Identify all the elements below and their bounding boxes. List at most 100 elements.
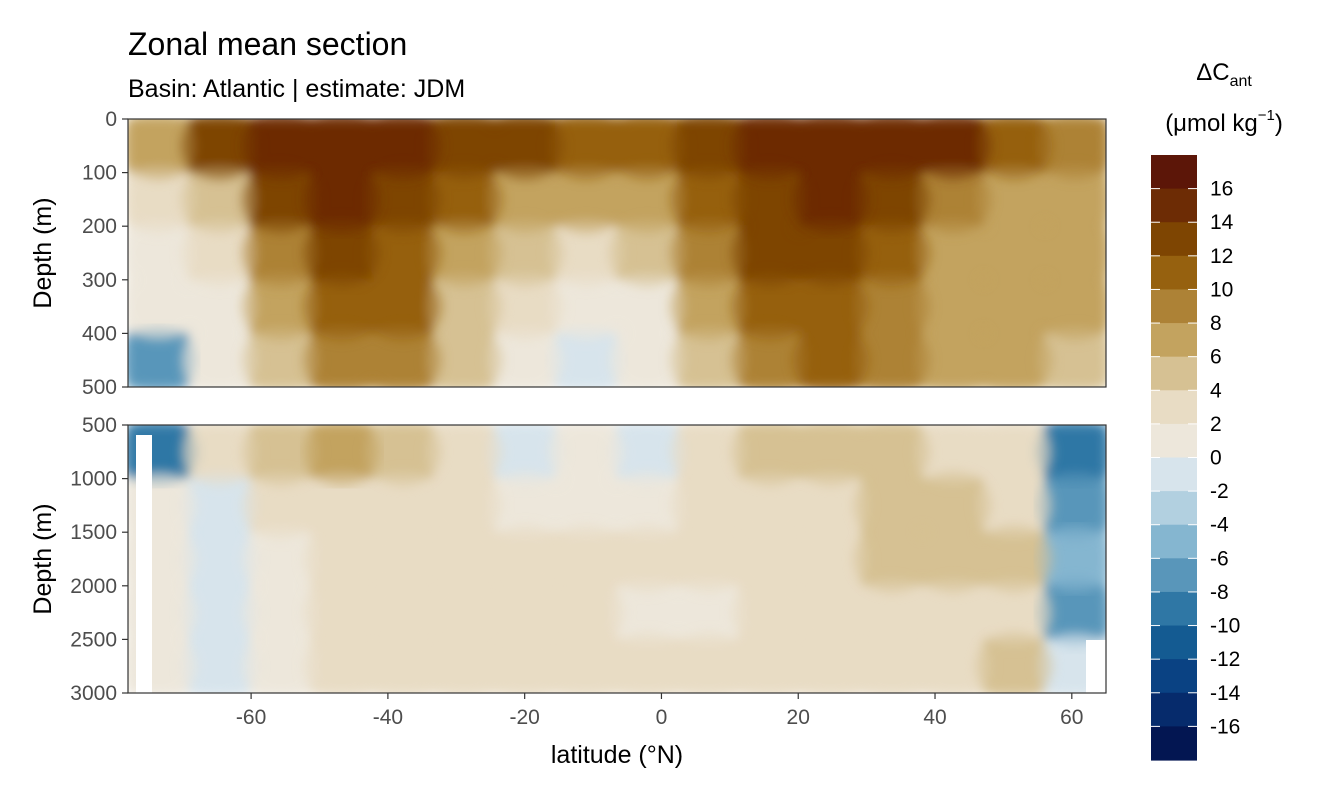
lower-field-blob [976, 579, 1053, 646]
lower-field-blob [609, 579, 686, 646]
x-axis: -60 -40 -20 0 20 40 60 [236, 693, 1083, 729]
lower-field-blob [793, 633, 869, 693]
upper-field-blob [487, 273, 564, 340]
upper-field-blob [976, 166, 1053, 233]
chart-title: Zonal mean section [128, 26, 407, 62]
upper-field-blob [304, 166, 380, 233]
legend-tick-label: 6 [1210, 346, 1222, 369]
legend-tick-label: 2 [1210, 413, 1222, 436]
lower-field-blob [548, 633, 625, 693]
upper-field-band [128, 327, 197, 387]
lower-field-blob [731, 472, 808, 539]
upper-field-blob [915, 166, 992, 233]
upper-field-blob [854, 327, 930, 387]
legend-swatch [1151, 323, 1197, 358]
lower-field-blob [304, 425, 380, 485]
upper-field-blob [731, 219, 808, 287]
lower-field-blob [242, 472, 319, 539]
legend-unit: (μmol kg−1) [1165, 107, 1283, 137]
lower-field-blob [731, 633, 808, 693]
upper-field-blob [609, 219, 686, 287]
lower-field-blob [609, 472, 686, 539]
lower-field-blob [609, 525, 686, 593]
y-tick-label: 0 [105, 108, 117, 131]
upper-field-blob [915, 219, 992, 287]
lower-field-blob [609, 425, 686, 485]
lower-field-blob [854, 579, 930, 646]
upper-field-blob [426, 119, 503, 179]
lower-field-blob [548, 472, 625, 539]
lower-field-blob [793, 525, 869, 593]
upper-field-blob [976, 219, 1053, 287]
upper-field-blob [128, 219, 197, 287]
legend-tick-label: -6 [1210, 547, 1229, 570]
lower-field-band [1037, 472, 1106, 646]
legend-unit-sup: −1 [1258, 107, 1275, 124]
upper-field-blob [915, 327, 992, 387]
upper-field-blob [548, 327, 625, 387]
upper-field-blob [128, 273, 197, 340]
legend-swatch [1151, 356, 1197, 391]
missing-data-region [136, 435, 152, 693]
lower-field-blob [976, 425, 1053, 485]
upper-field-band [304, 119, 1053, 387]
upper-field-blob [304, 327, 380, 387]
upper-field-blob [548, 219, 625, 287]
lower-field-blob [181, 525, 258, 593]
upper-field-blob [1037, 119, 1106, 179]
lower-field-band [128, 425, 747, 693]
lower-field-blob [670, 425, 747, 485]
lower-field-blob [304, 579, 380, 646]
upper-field-blob [426, 219, 503, 287]
upper-field-blob [793, 166, 869, 233]
lower-field-blob [487, 633, 564, 693]
upper-field-blob [487, 219, 564, 287]
legend-tick-label: -16 [1210, 715, 1240, 738]
legend-swatch [1151, 692, 1197, 727]
upper-field-blob [731, 273, 808, 340]
legend-title-sub: ant [1230, 73, 1253, 90]
lower-field-blob [1037, 425, 1106, 485]
lower-field-blob [976, 525, 1053, 593]
lower-field-blob [1037, 472, 1106, 539]
y-tick-label: 1500 [70, 521, 117, 544]
upper-field-band [242, 119, 1106, 387]
upper-field-blob [242, 273, 319, 340]
lower-field-blob [242, 425, 319, 485]
lower-field-blob [426, 633, 503, 693]
lower-field-blob [548, 579, 625, 646]
upper-field-blob [128, 119, 197, 179]
upper-field-blob [181, 166, 258, 233]
legend-tick-label: -14 [1210, 682, 1241, 705]
upper-field-blob [1037, 166, 1106, 233]
lower-field-blob [487, 525, 564, 593]
upper-field-blob [181, 119, 258, 179]
upper-field-blob [1037, 273, 1106, 340]
upper-field-blob [915, 119, 992, 179]
legend-colorbar [1151, 155, 1197, 761]
lower-field-blob [487, 579, 564, 646]
x-tick-label: 40 [923, 706, 946, 729]
legend-swatch [1151, 659, 1197, 694]
upper-field-blob [1037, 219, 1106, 287]
legend-unit-suffix: ) [1275, 110, 1283, 137]
legend-tick-label: 16 [1210, 178, 1233, 201]
legend-tick-label: -4 [1210, 514, 1229, 537]
legend-tick-label: 10 [1210, 278, 1233, 301]
upper-field-blob [487, 327, 564, 387]
upper-field-blob [548, 119, 625, 179]
legend-tick-label: 12 [1210, 245, 1233, 268]
upper-field-band [128, 219, 686, 387]
lower-field-blob [609, 633, 686, 693]
lower-field-blob [548, 525, 625, 593]
lower-field-band [181, 425, 1106, 693]
y-tick-label: 200 [82, 215, 117, 238]
upper-panel-y-axis: 0 100 200 300 400 500 [82, 108, 128, 399]
lower-field-blob [426, 472, 503, 539]
lower-field-blob [181, 579, 258, 646]
lower-field-blob [854, 425, 930, 485]
legend: ΔCant (μmol kg−1) 16 14 12 10 8 6 4 2 0 -2 -4 -6 -8 -… [1151, 59, 1283, 761]
lower-panel-y-axis: 500 1000 1500 2000 2500 3000 [70, 414, 128, 705]
lower-field-blob [854, 525, 930, 593]
